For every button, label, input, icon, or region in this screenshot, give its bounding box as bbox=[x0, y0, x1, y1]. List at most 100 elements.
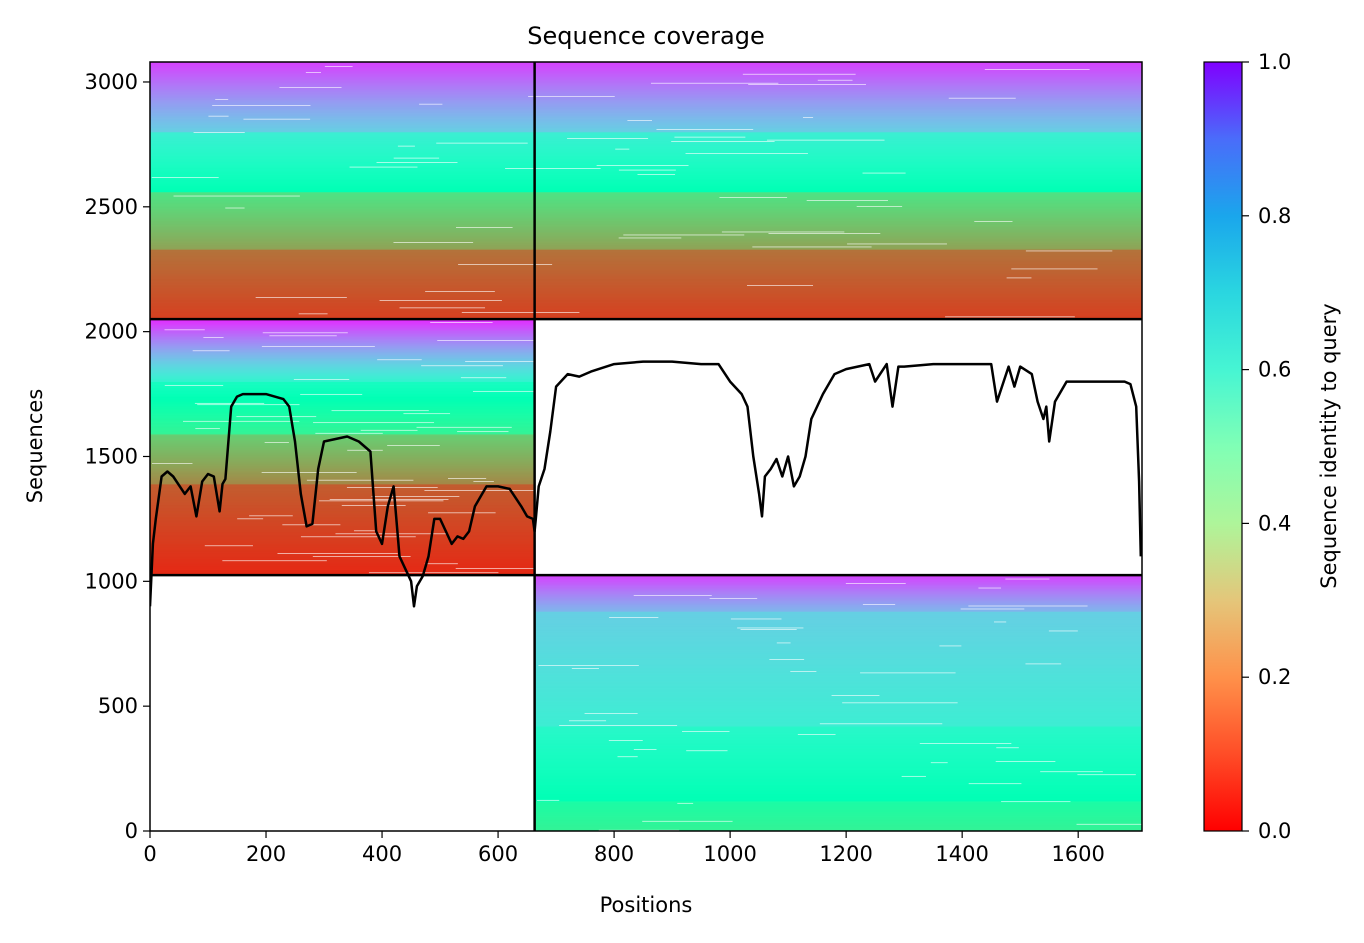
heatmap-row bbox=[534, 799, 1142, 802]
heatmap-row bbox=[150, 368, 535, 370]
heatmap-row bbox=[150, 326, 535, 329]
heatmap-row bbox=[150, 396, 535, 399]
heatmap-row bbox=[150, 540, 535, 543]
coverage-gap bbox=[571, 667, 599, 669]
heatmap-row bbox=[534, 602, 1142, 605]
heatmap-row bbox=[534, 606, 1142, 609]
coverage-gap bbox=[948, 97, 1016, 99]
coverage-gap bbox=[642, 820, 733, 822]
heatmap-row bbox=[150, 522, 535, 525]
heatmap-row bbox=[150, 116, 1142, 119]
heatmap-row bbox=[150, 420, 535, 423]
heatmap-row bbox=[534, 751, 1142, 754]
x-tick-label: 0 bbox=[143, 842, 156, 866]
heatmap-row bbox=[150, 480, 535, 483]
heatmap-row bbox=[534, 582, 1142, 585]
heatmap-row bbox=[534, 813, 1142, 815]
heatmap-row bbox=[150, 551, 535, 554]
heatmap-row bbox=[534, 643, 1142, 646]
coverage-gap bbox=[802, 116, 814, 118]
heatmap-row bbox=[150, 229, 1142, 232]
heatmap-row bbox=[150, 489, 535, 492]
heatmap-row bbox=[534, 714, 1142, 717]
heatmap-row bbox=[534, 769, 1142, 772]
heatmap-row bbox=[150, 241, 1142, 244]
heatmap-row bbox=[150, 219, 1142, 222]
coverage-gap bbox=[300, 393, 363, 395]
heatmap-row bbox=[150, 359, 535, 362]
heatmap-row bbox=[150, 537, 535, 540]
heatmap-row bbox=[534, 759, 1142, 761]
heatmap-row bbox=[534, 802, 1142, 805]
heatmap-row bbox=[534, 639, 1142, 642]
coverage-gap bbox=[930, 762, 948, 764]
heatmap-row bbox=[150, 405, 535, 408]
heatmap-row bbox=[150, 187, 1142, 190]
heatmap-row bbox=[534, 700, 1142, 703]
heatmap-row bbox=[534, 721, 1142, 724]
heatmap-row bbox=[150, 348, 535, 351]
heatmap-row bbox=[534, 726, 1142, 729]
heatmap-row bbox=[150, 254, 1142, 257]
heatmap-row bbox=[150, 516, 535, 519]
heatmap-row bbox=[150, 172, 1142, 175]
heatmap-row bbox=[150, 113, 1142, 116]
coverage-gap bbox=[335, 533, 448, 535]
heatmap-row bbox=[150, 425, 535, 427]
heatmap-row bbox=[150, 214, 1142, 217]
coverage-gap bbox=[193, 131, 245, 133]
coverage-gap bbox=[393, 157, 440, 159]
heatmap-row bbox=[150, 434, 535, 437]
heatmap-row bbox=[150, 283, 1142, 286]
heatmap-row bbox=[150, 244, 1142, 247]
coverage-gap bbox=[164, 384, 224, 386]
heatmap-row bbox=[150, 238, 1142, 241]
heatmap-row bbox=[150, 235, 1142, 238]
coverage-gap bbox=[819, 723, 943, 725]
heatmap-row bbox=[534, 576, 1142, 579]
heatmap-row bbox=[150, 204, 1142, 207]
heatmap-row bbox=[150, 95, 1142, 98]
heatmap-row bbox=[534, 661, 1142, 664]
heatmap-row bbox=[150, 274, 1142, 277]
heatmap-row bbox=[534, 792, 1142, 794]
heatmap-row bbox=[534, 784, 1142, 787]
chart-title: Sequence coverage bbox=[527, 22, 764, 50]
heatmap-row bbox=[150, 79, 1142, 82]
heatmap-row bbox=[534, 612, 1142, 615]
coverage-gap bbox=[349, 166, 418, 168]
colorbar-tick-label: 0.6 bbox=[1258, 358, 1291, 382]
heatmap-row bbox=[534, 654, 1142, 657]
coverage-gap bbox=[151, 462, 193, 464]
heatmap-row bbox=[534, 676, 1142, 679]
heatmap-row bbox=[534, 690, 1142, 693]
heatmap-row bbox=[150, 527, 535, 530]
heatmap-row bbox=[150, 122, 1142, 125]
coverage-gap bbox=[685, 152, 808, 154]
heatmap-row bbox=[150, 307, 1142, 310]
heatmap-row bbox=[150, 185, 1142, 188]
heatmap-row bbox=[150, 557, 535, 560]
colorbar-tick-label: 0.8 bbox=[1258, 204, 1291, 228]
heatmap-row bbox=[150, 338, 535, 341]
heatmap-row bbox=[150, 458, 535, 461]
heatmap-row bbox=[150, 381, 535, 384]
heatmap-row bbox=[150, 181, 1142, 184]
heatmap-row bbox=[534, 590, 1142, 593]
heatmap-row bbox=[150, 503, 535, 506]
heatmap-row bbox=[150, 284, 1142, 287]
heatmap-row bbox=[150, 308, 1142, 311]
heatmap-row bbox=[534, 618, 1142, 621]
y-axis-label: Sequences bbox=[23, 389, 47, 504]
heatmap-row bbox=[534, 633, 1142, 636]
heatmap-row bbox=[150, 539, 535, 542]
heatmap-row bbox=[150, 353, 535, 356]
coverage-gap bbox=[686, 750, 728, 752]
heatmap-row bbox=[534, 730, 1142, 733]
coverage-heatmap bbox=[150, 62, 1142, 831]
coverage-gap bbox=[742, 73, 856, 75]
heatmap-row bbox=[150, 298, 1142, 301]
coverage-gap bbox=[528, 95, 615, 97]
heatmap-row bbox=[534, 579, 1142, 582]
heatmap-row bbox=[150, 311, 1142, 314]
